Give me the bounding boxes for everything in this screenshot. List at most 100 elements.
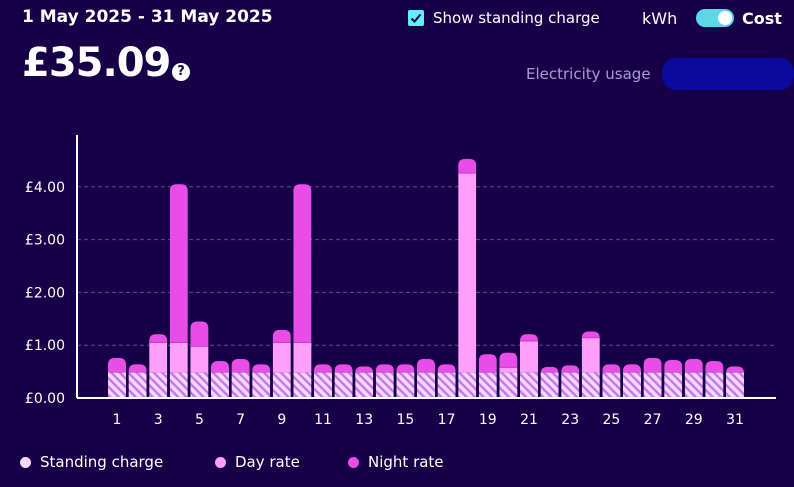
day-bar-29[interactable] — [684, 358, 703, 398]
help-icon[interactable]: ? — [172, 63, 190, 81]
unit-toggle-switch[interactable] — [696, 9, 734, 27]
day-bar-30[interactable] — [705, 361, 724, 398]
standing-charge-segment — [664, 372, 683, 398]
day-bar-12[interactable] — [334, 364, 353, 398]
day-bar-16[interactable] — [417, 358, 435, 398]
night-rate-segment — [643, 357, 662, 373]
day-bar-15[interactable] — [396, 364, 415, 398]
unit-cost-label[interactable]: Cost — [742, 9, 782, 28]
night-rate-segment — [540, 366, 559, 373]
x-tick-label: 11 — [314, 412, 332, 428]
day-bar-9[interactable] — [272, 329, 291, 398]
standing-charge-segment — [643, 372, 662, 398]
day-bar-3[interactable] — [149, 334, 168, 398]
standing-charge-segment — [190, 372, 209, 398]
day-rate-segment — [581, 337, 600, 373]
unit-kwh-label[interactable]: kWh — [642, 9, 678, 28]
night-rate-segment — [561, 365, 580, 373]
standing-charge-segment — [437, 372, 456, 398]
night-rate-segment — [581, 331, 600, 338]
legend-dot-day — [215, 456, 226, 468]
legend-day-rate: Day rate — [215, 453, 300, 471]
day-bar-8[interactable] — [252, 364, 271, 398]
day-bar-19[interactable] — [478, 354, 497, 398]
day-bar-6[interactable] — [211, 361, 229, 398]
standing-charge-segment — [478, 372, 497, 398]
standing-charge-segment — [499, 372, 518, 398]
standing-charge-segment — [623, 372, 641, 398]
standing-charge-label: Show standing charge — [433, 9, 600, 27]
x-tick-label: 23 — [561, 412, 579, 428]
day-bar-28[interactable] — [664, 359, 683, 398]
day-bar-21[interactable] — [520, 334, 538, 398]
standing-charge-segment — [540, 372, 559, 398]
day-rate-segment — [190, 346, 209, 373]
usage-chart: £0.00£1.00£2.00£3.00£4.001 3 5 7 9 11 13 15 17 19… — [25, 135, 776, 428]
total-cost: £35.09 — [22, 40, 171, 86]
legend-night-rate: Night rate — [348, 453, 444, 471]
x-tick-label: 1 — [113, 412, 122, 428]
night-rate-segment — [231, 358, 250, 373]
night-rate-segment — [375, 364, 394, 373]
day-rate-segment — [149, 342, 168, 373]
day-bar-7[interactable] — [231, 358, 250, 398]
y-tick-label: £3.00 — [25, 233, 65, 249]
night-rate-segment — [705, 361, 724, 373]
night-rate-segment — [664, 359, 683, 373]
day-bar-14[interactable] — [375, 364, 394, 398]
standing-charge-segment — [355, 372, 374, 398]
day-bar-24[interactable] — [581, 331, 600, 398]
day-bar-17[interactable] — [437, 364, 456, 398]
standing-charge-segment — [396, 372, 415, 398]
night-rate-segment — [211, 361, 229, 373]
y-tick-label: £4.00 — [25, 180, 65, 196]
checkbox-checked-icon[interactable] — [408, 10, 424, 26]
legend-standing-charge: Standing charge — [20, 453, 163, 471]
legend-label-standing: Standing charge — [40, 453, 164, 471]
day-bar-22[interactable] — [540, 366, 559, 398]
x-tick-label: 3 — [154, 412, 163, 428]
day-bar-25[interactable] — [602, 364, 621, 398]
day-rate-segment — [272, 342, 291, 373]
day-bar-11[interactable] — [314, 364, 332, 398]
day-bar-26[interactable] — [623, 364, 641, 398]
standing-charge-segment — [272, 372, 291, 398]
day-bar-4[interactable] — [169, 184, 188, 398]
standing-charge-segment — [334, 372, 353, 398]
day-bar-13[interactable] — [355, 366, 374, 398]
standing-charge-toggle[interactable]: Show standing charge — [408, 9, 600, 27]
standing-charge-segment — [458, 372, 477, 398]
standing-charge-segment — [108, 372, 126, 398]
switch-knob — [718, 11, 732, 25]
standing-charge-segment — [602, 372, 621, 398]
night-rate-segment — [623, 364, 641, 373]
x-tick-label: 17 — [438, 412, 456, 428]
day-bar-5[interactable] — [190, 321, 209, 398]
day-bar-2[interactable] — [128, 364, 147, 398]
night-rate-segment — [149, 334, 168, 343]
x-tick-label: 5 — [195, 412, 204, 428]
standing-charge-segment — [684, 372, 703, 398]
night-rate-segment — [272, 329, 291, 343]
night-rate-segment — [128, 364, 147, 373]
standing-charge-segment — [314, 372, 332, 398]
standing-charge-segment — [149, 372, 168, 398]
day-bar-1[interactable] — [108, 357, 126, 398]
night-rate-segment — [252, 364, 271, 373]
day-bar-27[interactable] — [643, 357, 662, 398]
standing-charge-segment — [726, 372, 744, 398]
night-rate-segment — [478, 354, 497, 373]
x-tick-label: 9 — [277, 412, 286, 428]
x-tick-label: 31 — [726, 412, 744, 428]
day-bar-18[interactable] — [458, 158, 477, 398]
standing-charge-segment — [581, 372, 600, 398]
day-bar-23[interactable] — [561, 365, 580, 398]
standing-charge-segment — [128, 372, 147, 398]
y-tick-label: £2.00 — [25, 285, 65, 301]
day-bar-10[interactable] — [293, 184, 312, 398]
x-tick-label: 25 — [602, 412, 620, 428]
x-tick-label: 13 — [355, 412, 373, 428]
day-bar-20[interactable] — [499, 352, 518, 398]
night-rate-segment — [169, 184, 188, 343]
day-bar-31[interactable] — [726, 366, 744, 398]
